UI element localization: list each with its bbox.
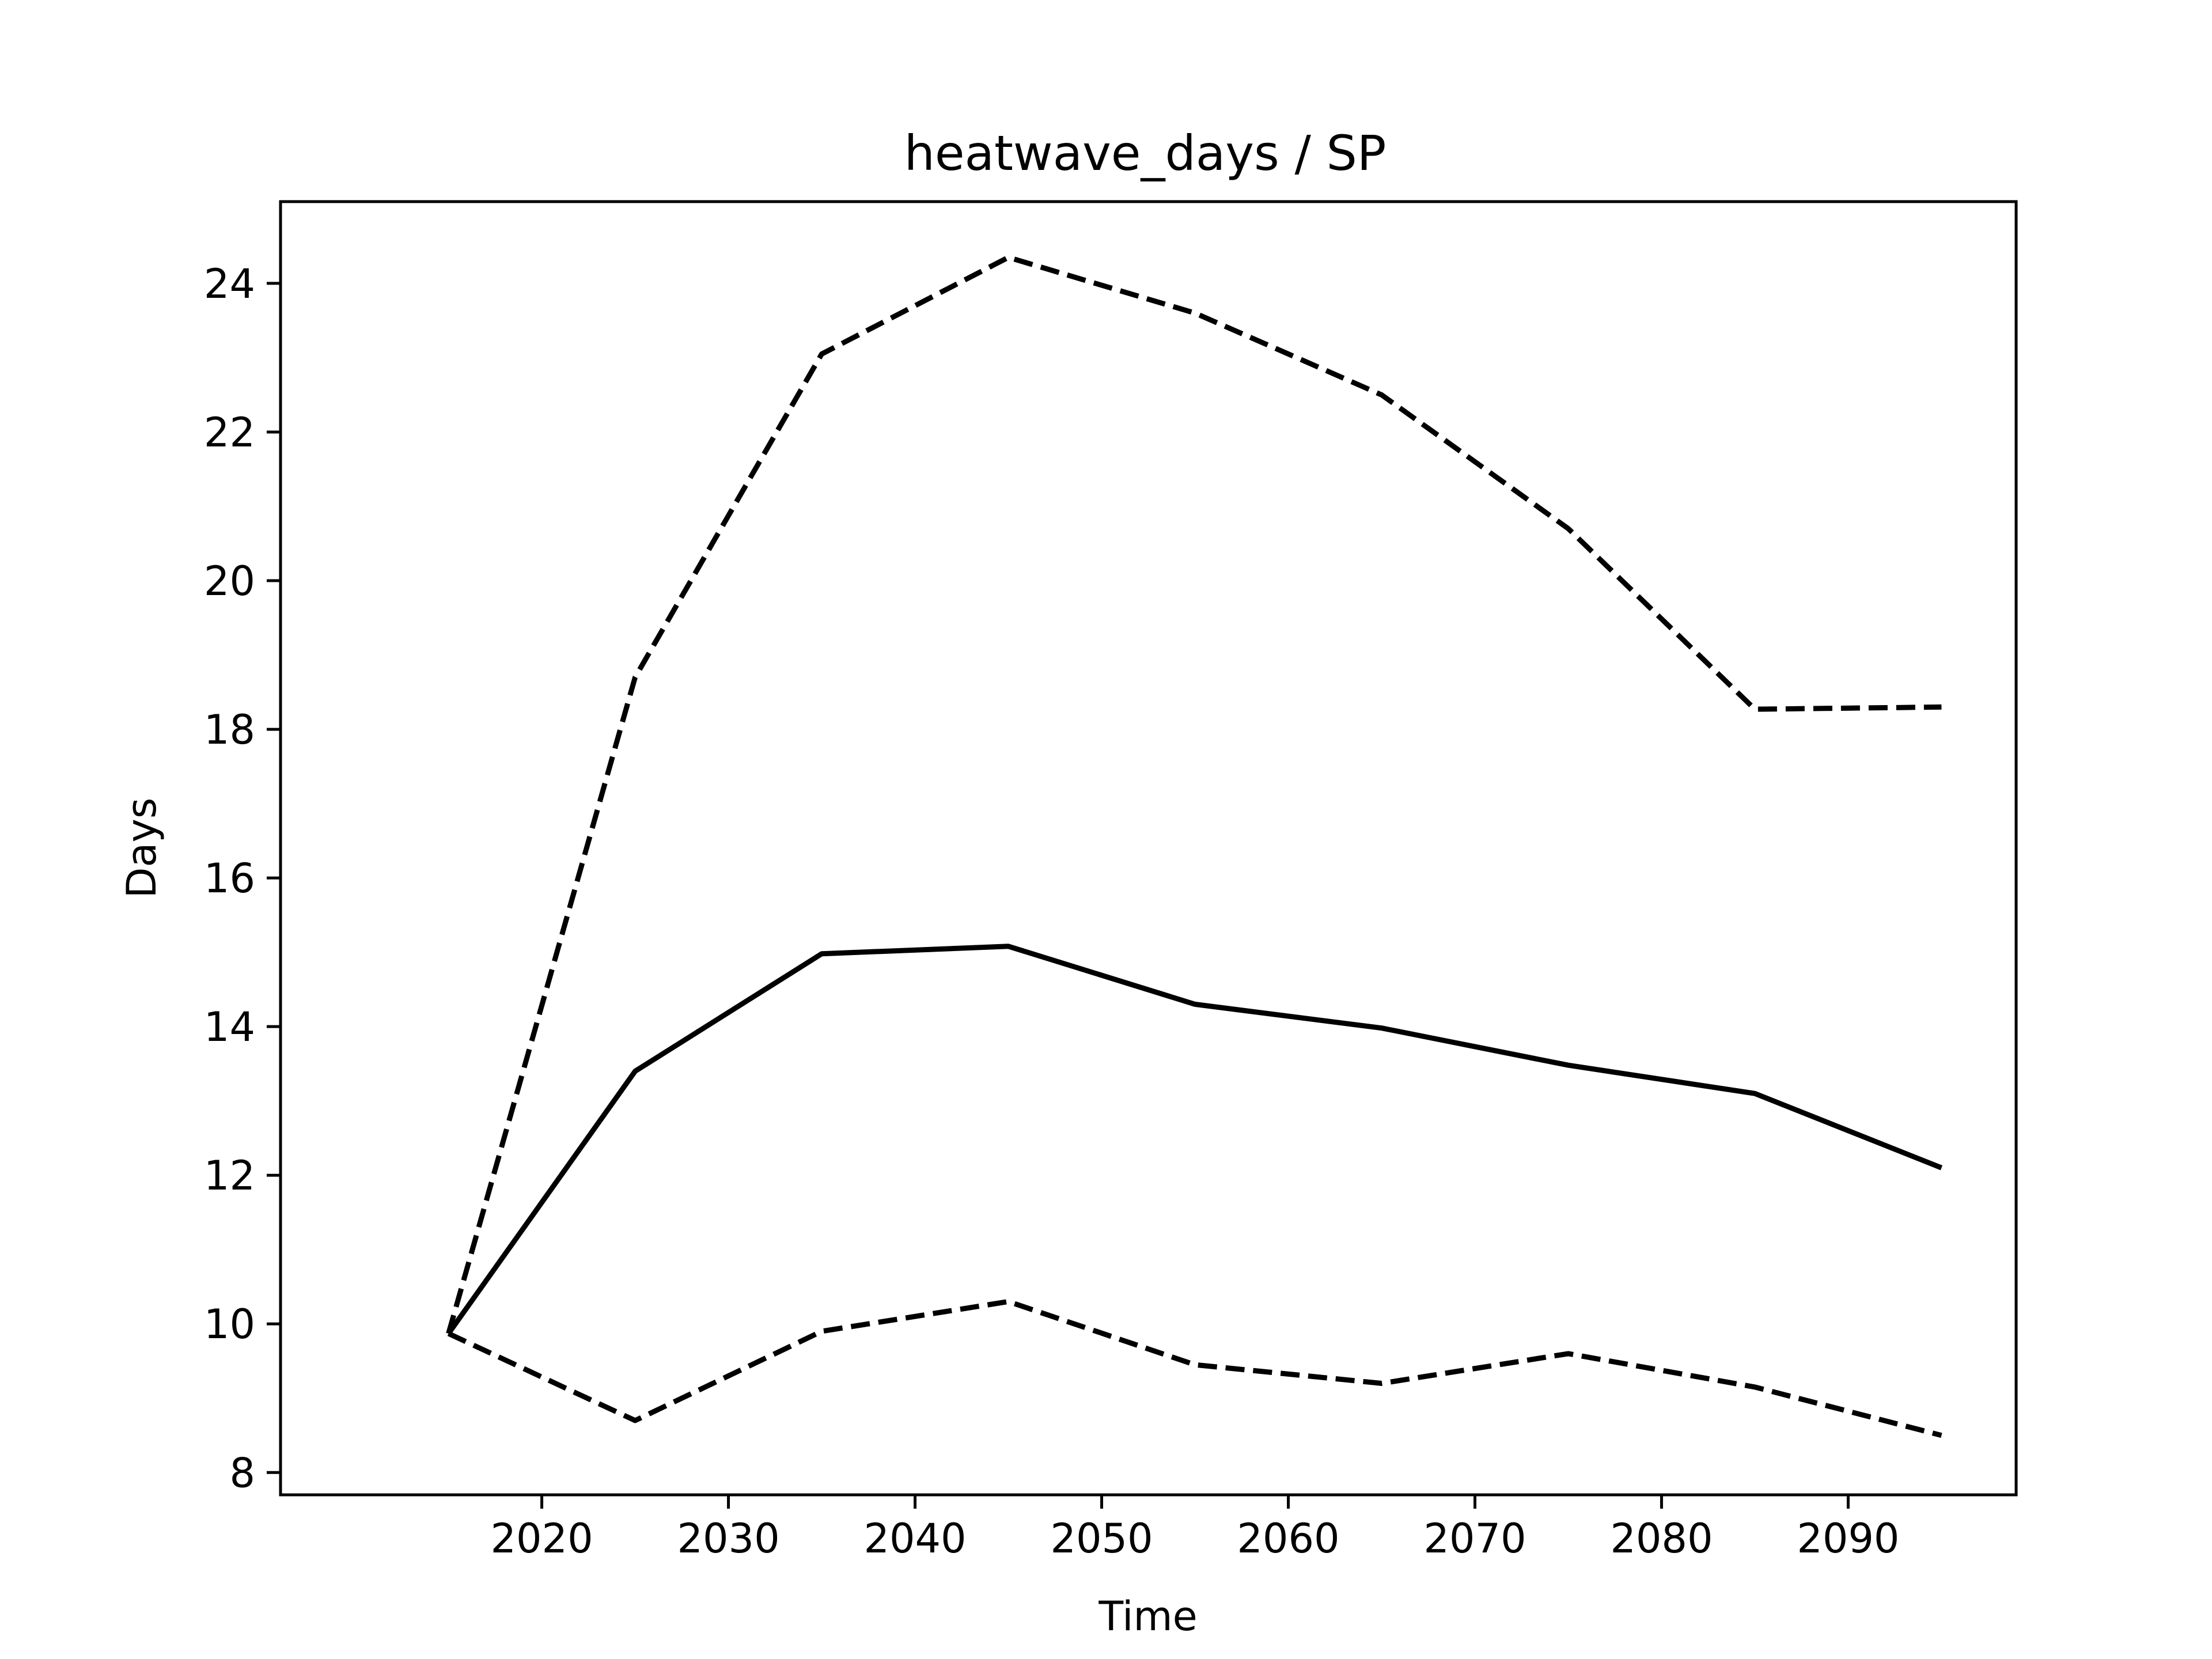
y-tick-label: 8 [229, 1449, 255, 1497]
x-tick-label: 2080 [1610, 1515, 1713, 1562]
y-tick-label: 22 [204, 409, 255, 456]
y-tick-label: 18 [204, 706, 255, 753]
plot-frame [279, 200, 2018, 1497]
y-tick-label: 20 [204, 558, 255, 605]
y-axis: 8 10 12 14 16 18 20 22 24 [204, 260, 281, 1497]
y-tick-label: 12 [204, 1152, 255, 1199]
x-axis-label: Time [1098, 1593, 1197, 1640]
x-axis: 2020 2030 2040 2050 2060 2070 2080 2090 [490, 1495, 1899, 1562]
series-group [446, 255, 1943, 1438]
series-line-3 [447, 1299, 1942, 1438]
series-line-1 [446, 255, 1942, 1335]
y-tick-label: 14 [204, 1003, 255, 1051]
x-tick-label: 2020 [490, 1515, 593, 1562]
x-tick-label: 2030 [677, 1515, 779, 1562]
x-tick-label: 2090 [1797, 1515, 1899, 1562]
x-tick-label: 2040 [863, 1515, 966, 1562]
chart-title: heatwave_days / SP [904, 125, 1387, 181]
series-line-2 [446, 944, 1943, 1335]
x-tick-label: 2070 [1423, 1515, 1526, 1562]
y-axis-label: Days [118, 798, 165, 899]
x-tick-label: 2050 [1050, 1515, 1153, 1562]
x-tick-label: 2060 [1237, 1515, 1339, 1562]
y-tick-label: 10 [204, 1301, 255, 1348]
y-tick-label: 16 [204, 855, 255, 902]
y-tick-label: 24 [204, 260, 255, 308]
